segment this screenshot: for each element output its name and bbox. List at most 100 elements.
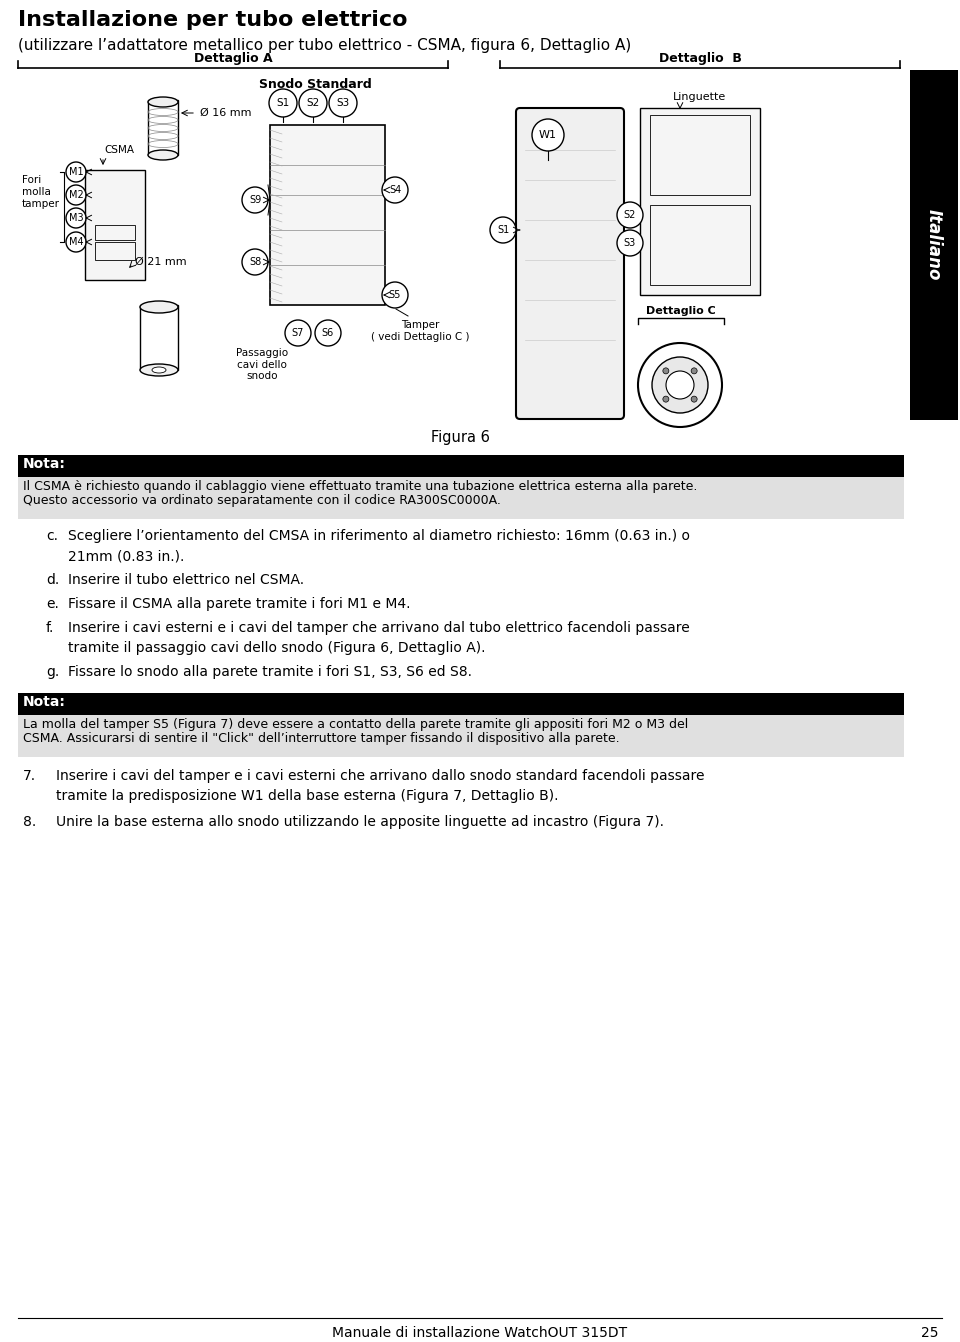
Circle shape [532, 119, 564, 152]
Text: Fissare il CSMA alla parete tramite i fori M1 e M4.: Fissare il CSMA alla parete tramite i fo… [68, 597, 411, 611]
Text: Fori
molla
tamper: Fori molla tamper [22, 176, 60, 208]
Circle shape [66, 232, 86, 252]
Text: c.: c. [46, 529, 58, 544]
Text: Manuale di installazione WatchOUT 315DT: Manuale di installazione WatchOUT 315DT [332, 1326, 628, 1341]
Text: Fissare lo snodo alla parete tramite i fori S1, S3, S6 ed S8.: Fissare lo snodo alla parete tramite i f… [68, 666, 472, 679]
Circle shape [617, 229, 643, 256]
Circle shape [691, 396, 697, 403]
Text: S3: S3 [336, 98, 349, 107]
Text: Inserire i cavi del tamper e i cavi esterni che arrivano dallo snodo standard fa: Inserire i cavi del tamper e i cavi este… [56, 769, 705, 782]
Text: 8.: 8. [23, 815, 36, 829]
Circle shape [638, 344, 722, 427]
Bar [18, 715, 904, 757]
Text: CSMA: CSMA [104, 145, 134, 154]
Circle shape [382, 177, 408, 203]
Bar [18, 692, 904, 715]
Circle shape [299, 89, 327, 117]
Text: f.: f. [46, 621, 55, 635]
Text: Scegliere l’orientamento del CMSA in riferimento al diametro richiesto: 16mm (0.: Scegliere l’orientamento del CMSA in rif… [68, 529, 690, 544]
Text: M3: M3 [69, 213, 84, 223]
Circle shape [329, 89, 357, 117]
Ellipse shape [148, 150, 178, 160]
Text: Tamper
( vedi Dettaglio C ): Tamper ( vedi Dettaglio C ) [371, 319, 469, 342]
Text: Questo accessorio va ordinato separatamente con il codice RA300SC0000A.: Questo accessorio va ordinato separatame… [23, 494, 501, 507]
Text: e.: e. [46, 597, 59, 611]
Text: Italiano: Italiano [925, 209, 943, 280]
Bar [18, 476, 904, 519]
Text: Il CSMA è richiesto quando il cablaggio viene effettuato tramite una tubazione e: Il CSMA è richiesto quando il cablaggio … [23, 480, 697, 493]
Circle shape [285, 319, 311, 346]
Text: S2: S2 [624, 209, 636, 220]
Text: S1: S1 [276, 98, 290, 107]
Text: Dettaglio C: Dettaglio C [646, 306, 716, 315]
Circle shape [242, 187, 268, 213]
Text: Dettaglio A: Dettaglio A [194, 52, 273, 64]
Text: S8: S8 [249, 258, 261, 267]
Ellipse shape [152, 366, 166, 373]
Text: M4: M4 [69, 238, 84, 247]
Text: S1: S1 [497, 225, 509, 235]
Bar [18, 455, 904, 476]
Bar [650, 115, 750, 195]
Circle shape [652, 357, 708, 413]
Circle shape [315, 319, 341, 346]
Circle shape [242, 250, 268, 275]
Text: Nota:: Nota: [23, 695, 66, 709]
Circle shape [382, 282, 408, 309]
Text: Ø 21 mm: Ø 21 mm [135, 258, 186, 267]
Bar [95, 225, 135, 240]
Text: S9: S9 [249, 195, 261, 205]
Ellipse shape [140, 364, 178, 376]
Bar [650, 205, 750, 285]
Circle shape [66, 185, 86, 205]
Text: g.: g. [46, 666, 60, 679]
Circle shape [691, 368, 697, 374]
Text: S6: S6 [322, 327, 334, 338]
Ellipse shape [148, 97, 178, 107]
Text: S4: S4 [389, 185, 401, 195]
Circle shape [66, 162, 86, 183]
Text: Nota:: Nota: [23, 458, 66, 471]
Text: tramite la predisposizione W1 della base esterna (Figura 7, Dettaglio B).: tramite la predisposizione W1 della base… [56, 789, 559, 803]
FancyBboxPatch shape [85, 170, 145, 280]
Text: Installazione per tubo elettrico: Installazione per tubo elettrico [18, 9, 407, 30]
Text: Ø 16 mm: Ø 16 mm [200, 107, 252, 118]
Text: Passaggio
cavi dello
snodo: Passaggio cavi dello snodo [236, 348, 288, 381]
Text: CSMA. Assicurarsi di sentire il "Click" dell’interruttore tamper fissando il dis: CSMA. Assicurarsi di sentire il "Click" … [23, 731, 619, 745]
Text: W1: W1 [539, 130, 557, 140]
Circle shape [662, 368, 669, 374]
Circle shape [617, 203, 643, 228]
Text: 25: 25 [921, 1326, 938, 1341]
FancyBboxPatch shape [516, 107, 624, 419]
Text: S7: S7 [292, 327, 304, 338]
Text: Inserire i cavi esterni e i cavi del tamper che arrivano dal tubo elettrico face: Inserire i cavi esterni e i cavi del tam… [68, 621, 689, 635]
Bar [140, 305, 178, 370]
Text: Dettaglio  B: Dettaglio B [659, 52, 741, 64]
Text: Unire la base esterna allo snodo utilizzando le apposite linguette ad incastro (: Unire la base esterna allo snodo utilizz… [56, 815, 664, 829]
Bar [910, 70, 958, 420]
Text: S2: S2 [306, 98, 320, 107]
Text: S5: S5 [389, 290, 401, 301]
Circle shape [490, 217, 516, 243]
Bar [95, 242, 135, 260]
Text: S3: S3 [624, 238, 636, 248]
Bar [640, 107, 760, 295]
Text: Figura 6: Figura 6 [431, 429, 490, 446]
Text: 21mm (0.83 in.).: 21mm (0.83 in.). [68, 549, 184, 564]
Circle shape [666, 370, 694, 399]
Bar [270, 125, 385, 305]
Text: M1: M1 [69, 166, 84, 177]
Text: La molla del tamper S5 (Figura 7) deve essere a contatto della parete tramite gl: La molla del tamper S5 (Figura 7) deve e… [23, 718, 688, 731]
Text: (utilizzare l’adattatore metallico per tubo elettrico - CSMA, figura 6, Dettagli: (utilizzare l’adattatore metallico per t… [18, 38, 632, 52]
Circle shape [662, 396, 669, 403]
Text: Linguette: Linguette [673, 93, 727, 102]
Text: Inserire il tubo elettrico nel CSMA.: Inserire il tubo elettrico nel CSMA. [68, 573, 304, 586]
Text: tramite il passaggio cavi dello snodo (Figura 6, Dettaglio A).: tramite il passaggio cavi dello snodo (F… [68, 641, 486, 655]
Ellipse shape [140, 301, 178, 313]
Circle shape [269, 89, 297, 117]
Text: M2: M2 [68, 191, 84, 200]
Text: 7.: 7. [23, 769, 36, 782]
Circle shape [66, 208, 86, 228]
Text: d.: d. [46, 573, 60, 586]
Text: Snodo Standard: Snodo Standard [258, 78, 372, 91]
